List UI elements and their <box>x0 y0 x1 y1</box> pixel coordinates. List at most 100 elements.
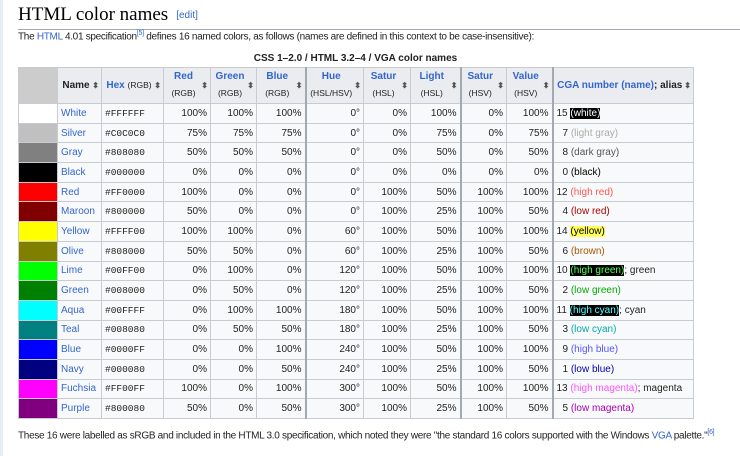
sort-icon[interactable]: ⬍ <box>247 80 254 90</box>
color-name-link[interactable]: Teal <box>61 324 80 336</box>
sort-icon[interactable]: ⬍ <box>295 80 303 90</box>
color-name-link[interactable]: Maroon <box>61 206 95 218</box>
cga-link[interactable]: CGA number (name) <box>557 79 654 91</box>
hex-value: #C0C0C0 <box>101 122 164 144</box>
hsl-saturation: 100% <box>363 339 411 360</box>
color-name-link[interactable]: Blue <box>61 344 82 356</box>
header-cga[interactable]: CGA number (name); alias ⬍ <box>551 67 694 104</box>
cga-cell: 0 (black) <box>551 162 694 183</box>
sort-icon[interactable]: ⬍ <box>354 80 361 90</box>
color-swatch <box>18 280 58 301</box>
table-row: Fuchsia #FF00FF 100% 0% 100% 300° 100% 50% 100% 1… <box>18 378 694 400</box>
rgb-value: 0% <box>163 339 211 360</box>
rgb-value: 50% <box>256 319 306 341</box>
sort-icon[interactable]: ⬍ <box>401 80 408 90</box>
vga-link[interactable]: VGA <box>651 430 672 442</box>
cga-name: (high blue) <box>570 344 619 356</box>
header-satur-hsv[interactable]: Satur (HSV) ⬍ <box>459 67 507 104</box>
hsl-lightness: 50% <box>410 221 461 242</box>
color-name-link[interactable]: Black <box>61 166 86 178</box>
color-name-link[interactable]: Aqua <box>61 304 85 316</box>
hsl-saturation: 0% <box>363 162 411 183</box>
table-row: Olive #808000 50% 50% 0% 60° 100% 25% 100% 50% 6 (… <box>18 240 694 262</box>
rgb-value: 0% <box>256 221 306 242</box>
rgb-value: 50% <box>210 240 257 262</box>
left-border <box>0 0 3 456</box>
color-swatch <box>18 103 58 124</box>
color-name-link[interactable]: Olive <box>61 245 84 257</box>
color-swatch <box>18 142 58 164</box>
table-row: Blue #0000FF 0% 0% 100% 240° 100% 50% 100% 100% 9 … <box>18 339 694 360</box>
color-name-link[interactable]: Lime <box>61 265 83 277</box>
hue-value: 60° <box>304 240 364 262</box>
rgb-value: 0% <box>210 378 257 400</box>
hue-value: 0° <box>304 103 364 124</box>
rgb-value: 0% <box>163 358 211 380</box>
cga-name: (high magenta) <box>570 383 638 395</box>
color-swatch <box>18 181 58 203</box>
color-name-link[interactable]: Red <box>61 186 80 198</box>
cga-cell: 5 (low magenta) <box>551 398 694 419</box>
color-name-link[interactable]: Purple <box>61 403 90 415</box>
sort-icon[interactable]: ⬍ <box>92 80 99 90</box>
header-hex[interactable]: Hex (RGB) ⬍ <box>101 67 164 104</box>
header-red[interactable]: Red (RGB) ⬍ <box>163 67 211 104</box>
sort-icon[interactable]: ⬍ <box>542 80 550 90</box>
hsv-value: 50% <box>506 240 553 262</box>
cga-cell: 2 (low green) <box>551 280 694 301</box>
cga-number: 11 <box>556 304 567 316</box>
edit-link-text[interactable]: edit <box>178 10 196 21</box>
header-hue[interactable]: Hue (HSL/HSV) ⬍ <box>304 67 364 104</box>
sort-icon[interactable]: ⬍ <box>497 80 504 90</box>
sort-icon[interactable]: ⬍ <box>154 80 161 90</box>
rgb-value: 100% <box>256 339 306 360</box>
hex-value: #0000FF <box>101 339 164 360</box>
table-row: Red #FF0000 100% 0% 0% 0° 100% 50% 100% 100% 12 (h… <box>18 181 694 203</box>
color-name-link[interactable]: Green <box>61 285 89 297</box>
header-green[interactable]: Green (RGB) ⬍ <box>210 67 257 104</box>
cga-number: 12 <box>556 186 568 198</box>
hsv-saturation: 100% <box>459 221 507 242</box>
color-name-link[interactable]: Navy <box>61 363 84 375</box>
cga-name: (low red) <box>570 206 610 218</box>
header-value[interactable]: Value (HSV) ⬍ <box>506 67 553 104</box>
html-link[interactable]: HTML <box>36 31 63 43</box>
color-swatch <box>18 260 58 282</box>
color-name-link[interactable]: Silver <box>61 127 87 139</box>
header-blue[interactable]: Blue (RGB) ⬍ <box>256 67 306 104</box>
rgb-value: 0% <box>163 299 211 321</box>
color-name-link[interactable]: Gray <box>61 147 83 159</box>
reference-link[interactable]: [5] <box>136 30 144 37</box>
color-name-link[interactable]: Fuchsia <box>61 383 97 395</box>
cga-alias: ; green <box>624 265 656 277</box>
rgb-value: 0% <box>256 260 306 282</box>
table-row: Maroon #800000 50% 0% 0% 0° 100% 25% 100% 50% 4 (l… <box>18 201 694 223</box>
cga-cell: 10 (high green); green <box>551 260 694 282</box>
hex-value: #00FF00 <box>101 260 164 282</box>
header-light[interactable]: Light (HSL) ⬍ <box>410 67 461 104</box>
hsl-lightness: 50% <box>410 299 461 321</box>
reference-link[interactable]: [6] <box>707 429 715 436</box>
cga-number: 1 <box>562 363 569 375</box>
cga-cell: 11 (high cyan); cyan <box>551 299 694 321</box>
hsl-lightness: 25% <box>410 358 461 380</box>
header-name[interactable]: Name ⬍ <box>57 67 102 104</box>
header-satur-hsl[interactable]: Satur (HSL) ⬍ <box>363 67 411 104</box>
rgb-value: 0% <box>163 162 211 183</box>
cga-alias: ; cyan <box>619 304 646 316</box>
rgb-value: 100% <box>163 378 211 400</box>
hsl-lightness: 25% <box>410 319 461 341</box>
hsl-lightness: 0% <box>410 162 461 183</box>
sort-icon[interactable]: ⬍ <box>201 80 208 90</box>
cga-number: 2 <box>562 285 569 297</box>
color-name-link[interactable]: White <box>61 107 87 119</box>
hsv-saturation: 100% <box>459 260 507 282</box>
color-name: Black <box>57 162 102 183</box>
sort-icon[interactable]: ⬍ <box>450 80 458 90</box>
hsl-lightness: 25% <box>410 240 461 262</box>
sort-icon[interactable]: ⬍ <box>684 80 691 90</box>
color-name-link[interactable]: Yellow <box>61 225 90 237</box>
hex-link[interactable]: Hex <box>106 80 125 91</box>
edit-link[interactable]: [edit] <box>176 10 198 21</box>
rgb-value: 50% <box>210 280 257 301</box>
